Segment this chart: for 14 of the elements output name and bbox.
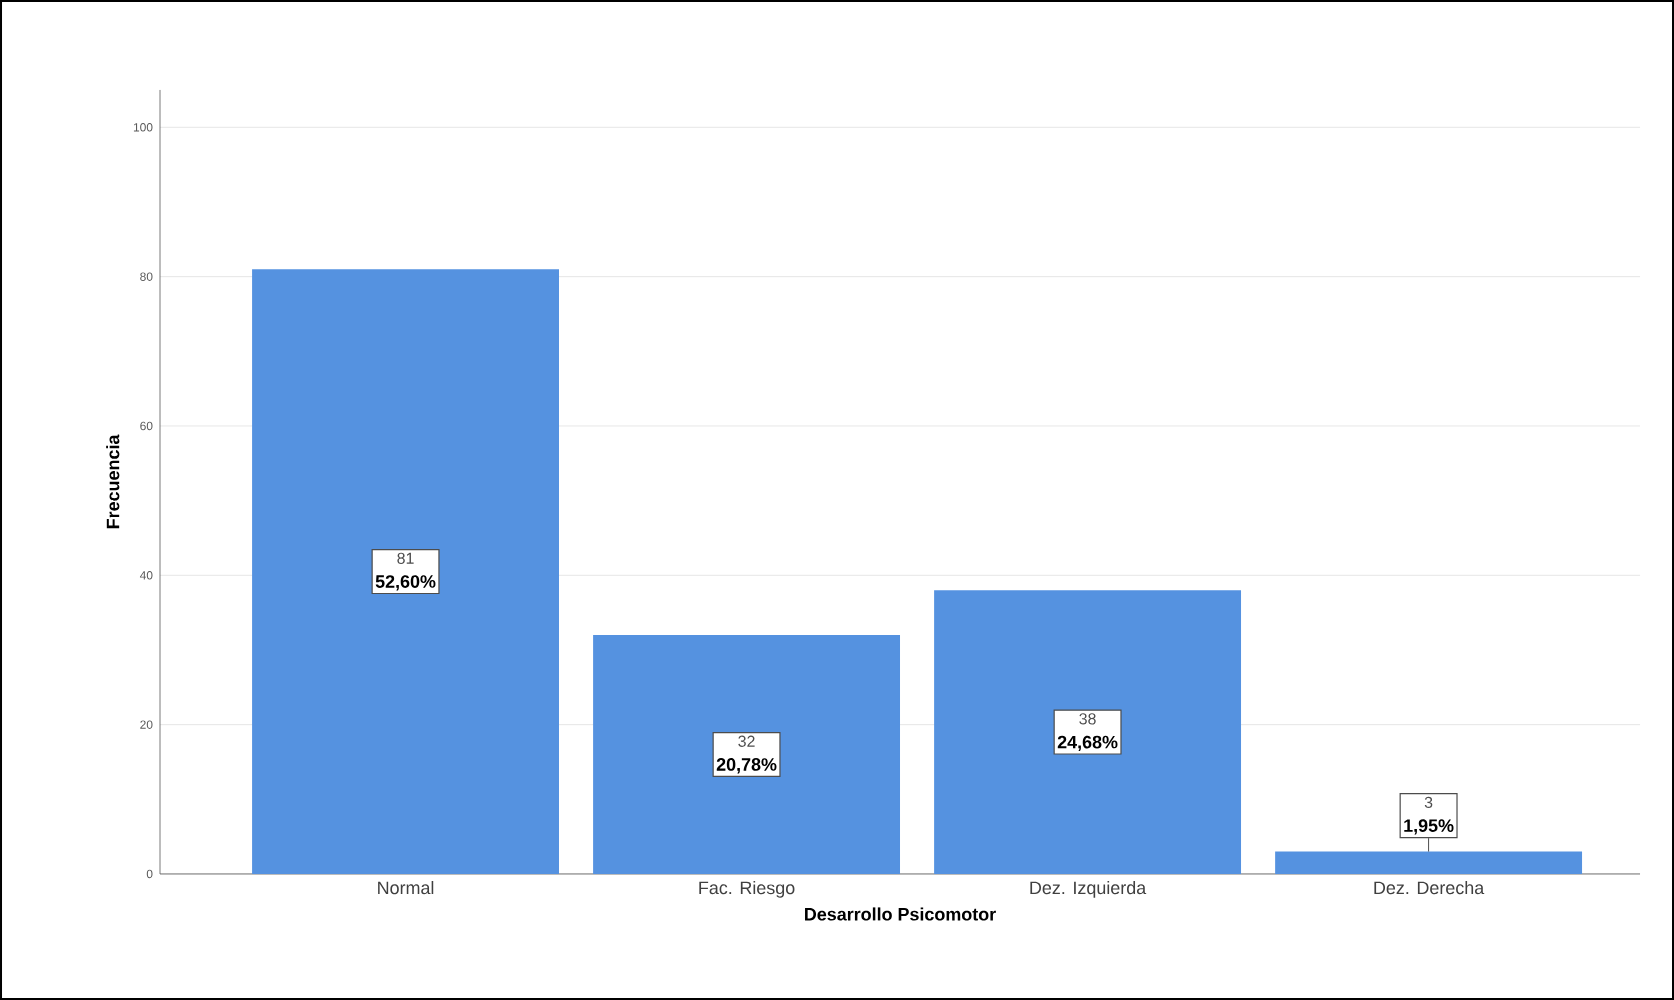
x-tick-label: Dez. Izquierda: [1030, 881, 1147, 898]
annotation: 20,78%: [716, 758, 777, 774]
y-axis-title: Frecuencia: [106, 434, 120, 529]
bar: [593, 635, 901, 874]
bar: [252, 269, 559, 874]
annotation: 1,95%: [1404, 819, 1454, 835]
x-axis-title: Desarrollo Psicomotor: [805, 907, 996, 921]
annotation: 24,68%: [1057, 735, 1118, 752]
annotation: 52,60%: [375, 575, 436, 591]
bar: [1275, 851, 1583, 874]
x-tick-label: Dez. Derecha: [1374, 881, 1485, 895]
bar: [934, 590, 1242, 874]
x-tick-label: Normal: [378, 881, 434, 895]
x-tick-label: Fac. Riesgo: [699, 881, 795, 898]
